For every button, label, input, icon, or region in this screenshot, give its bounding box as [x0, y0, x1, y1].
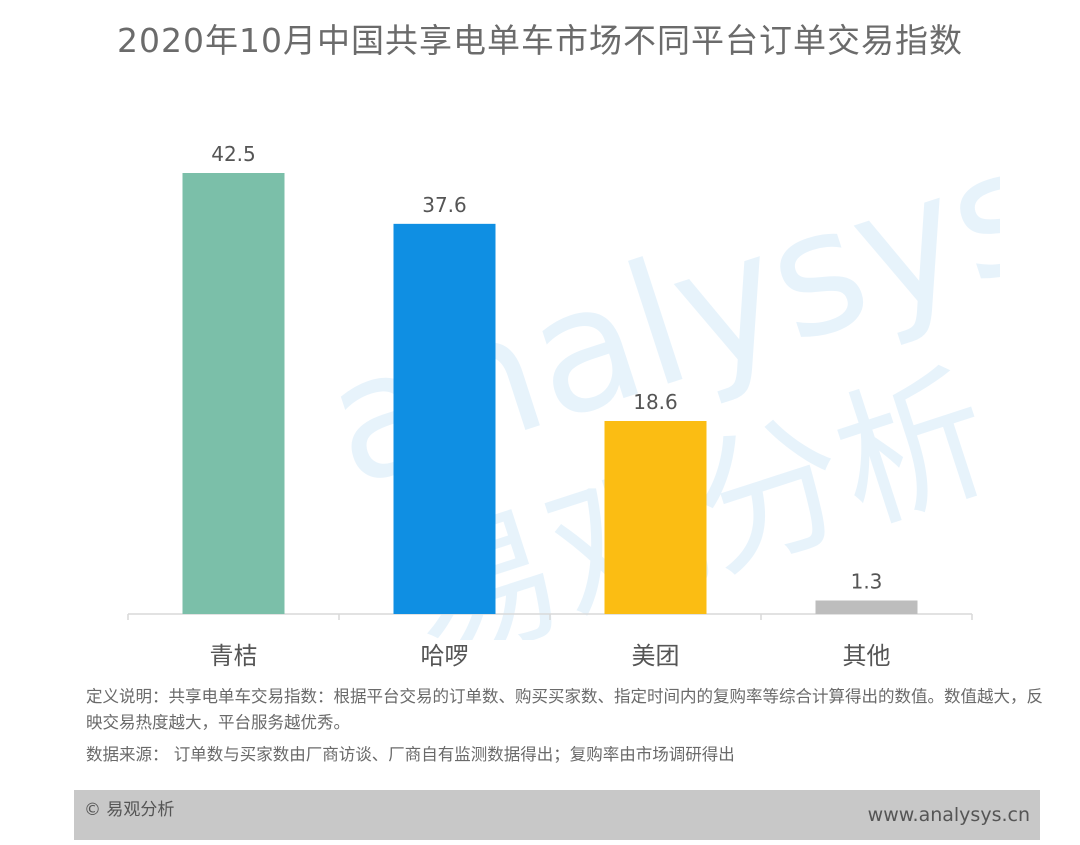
footer-brand: © 易观分析	[84, 800, 175, 820]
definition-note: 定义说明：共享电单车交易指数：根据平台交易的订单数、购买买家数、指定时间内的复购…	[86, 687, 1043, 732]
footer-bar: © 易观分析 www.analysys.cn	[74, 790, 1040, 840]
bar-其他	[815, 600, 918, 614]
category-label: 青桔	[210, 642, 258, 670]
bar-美团	[604, 420, 707, 614]
category-label: 其他	[843, 642, 891, 670]
chart-notes: 定义说明：共享电单车交易指数：根据平台交易的订单数、购买买家数、指定时间内的复购…	[86, 684, 1046, 768]
data-label: 1.3	[851, 570, 883, 594]
footer-site: www.analysys.cn	[867, 804, 1030, 826]
data-label: 18.6	[633, 390, 678, 414]
data-label: 42.5	[211, 142, 256, 166]
data-label: 37.6	[422, 193, 467, 217]
chart-title: 2020年10月中国共享电单车市场不同平台订单交易指数	[117, 21, 963, 60]
bar-青桔	[182, 173, 285, 614]
bar-chart: 42.5 青桔 37.6 哈啰 18.6 美团 1.3 其他	[127, 142, 973, 670]
bar-哈啰	[393, 223, 496, 614]
category-label: 哈啰	[421, 642, 469, 670]
source-note: 数据来源： 订单数与买家数由厂商访谈、厂商自有监测数据得出；复购率由市场调研得出	[86, 745, 735, 764]
category-label: 美团	[632, 642, 680, 670]
